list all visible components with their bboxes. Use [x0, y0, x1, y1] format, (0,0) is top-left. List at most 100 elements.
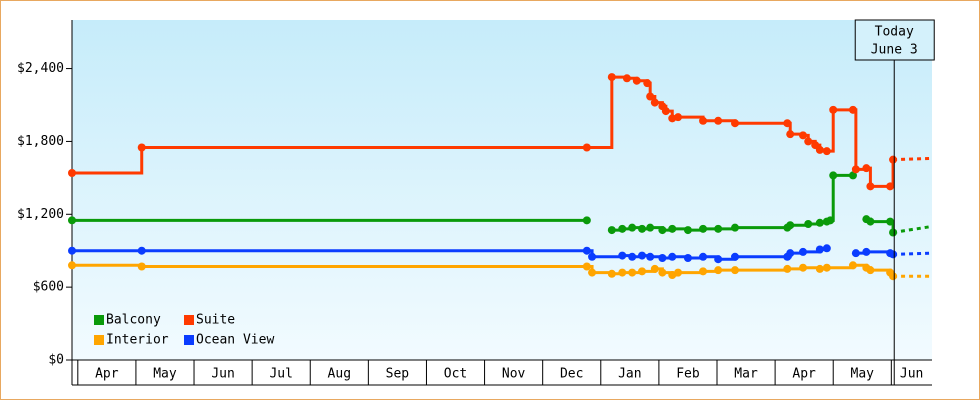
- legend-label: Suite: [196, 313, 235, 328]
- price-point: [643, 79, 652, 88]
- price-point: [607, 73, 616, 82]
- price-point: [683, 254, 692, 262]
- price-point: [638, 224, 647, 233]
- price-point: [862, 164, 871, 173]
- price-point: [804, 220, 813, 228]
- price-point: [668, 224, 677, 233]
- price-point: [848, 105, 857, 114]
- price-point: [866, 266, 875, 275]
- price-point: [628, 223, 637, 232]
- legend-label: Ocean View: [196, 333, 274, 348]
- price-point: [714, 255, 723, 264]
- forecast-line: [892, 224, 933, 234]
- price-point: [786, 221, 795, 230]
- price-point: [815, 145, 824, 154]
- price-point: [699, 116, 708, 125]
- price-point: [68, 261, 76, 270]
- price-point: [866, 182, 875, 191]
- price-point: [588, 252, 597, 261]
- price-point: [137, 262, 146, 271]
- price-point: [658, 268, 667, 277]
- price-point: [815, 245, 824, 254]
- legend-swatch: [94, 315, 104, 325]
- price-point: [783, 119, 792, 128]
- price-point: [731, 252, 740, 261]
- price-point: [582, 143, 591, 152]
- price-point: [607, 269, 616, 278]
- price-point: [699, 252, 708, 261]
- price-point: [646, 223, 655, 232]
- price-point: [683, 226, 692, 235]
- price-point: [618, 251, 627, 260]
- price-point: [622, 74, 631, 83]
- price-point: [731, 266, 740, 275]
- today-date: June 3: [871, 43, 918, 58]
- price-point: [822, 147, 831, 156]
- x-tick-label: Jul: [269, 367, 292, 382]
- price-point: [714, 116, 723, 125]
- x-tick-label: Apr: [792, 367, 816, 382]
- price-point: [866, 217, 875, 226]
- x-tick-label: Dec: [560, 367, 583, 382]
- x-tick-label: Sep: [386, 367, 410, 382]
- price-point: [815, 264, 824, 273]
- price-point: [674, 268, 683, 277]
- price-point: [851, 249, 860, 258]
- y-tick-label: $1,200: [17, 207, 64, 222]
- legend-label: Balcony: [106, 313, 161, 328]
- price-point: [848, 171, 857, 180]
- price-point: [638, 251, 647, 260]
- price-point: [650, 264, 659, 273]
- x-tick-label: May: [153, 367, 177, 382]
- x-tick-label: Jan: [618, 367, 641, 382]
- price-point: [826, 216, 835, 225]
- price-point: [829, 105, 838, 114]
- price-point: [862, 247, 871, 256]
- price-point: [628, 252, 637, 261]
- x-tick-label: Aug: [328, 367, 351, 382]
- x-tick-label: Oct: [444, 367, 467, 382]
- price-point: [799, 131, 807, 140]
- today-box: [854, 19, 935, 61]
- x-tick-label: May: [851, 367, 875, 382]
- price-point: [618, 268, 627, 277]
- plot-area: [72, 20, 932, 360]
- price-point: [607, 226, 616, 235]
- price-point: [618, 224, 627, 233]
- price-point: [650, 98, 659, 107]
- price-point: [632, 76, 641, 85]
- forecast-line: [893, 156, 933, 162]
- price-point: [661, 107, 670, 116]
- y-tick-label: $600: [33, 280, 64, 295]
- price-point: [646, 92, 655, 101]
- price-point: [137, 246, 146, 255]
- price-point: [886, 182, 895, 191]
- price-point: [786, 130, 795, 139]
- today-label: Today: [875, 25, 914, 40]
- price-point: [699, 267, 708, 276]
- price-point: [783, 264, 792, 273]
- price-point: [851, 165, 860, 174]
- price-point: [714, 224, 723, 233]
- y-tick-label: $1,800: [17, 134, 64, 149]
- price-point: [646, 252, 655, 261]
- x-tick-label: Mar: [734, 367, 758, 382]
- x-tick-label: Feb: [676, 367, 700, 382]
- price-point: [137, 143, 146, 152]
- price-point: [582, 216, 591, 225]
- price-point: [638, 267, 647, 276]
- price-point: [588, 268, 597, 277]
- price-point: [829, 171, 838, 180]
- x-tick-label: Nov: [502, 367, 526, 382]
- price-point: [699, 224, 708, 233]
- forecast-line: [893, 251, 933, 256]
- price-point: [731, 223, 740, 232]
- price-point: [674, 113, 683, 122]
- y-tick-label: $0: [48, 353, 64, 368]
- price-point: [582, 262, 591, 271]
- price-point: [822, 244, 831, 253]
- price-point: [68, 169, 76, 177]
- price-point: [822, 263, 831, 272]
- price-point: [815, 218, 824, 227]
